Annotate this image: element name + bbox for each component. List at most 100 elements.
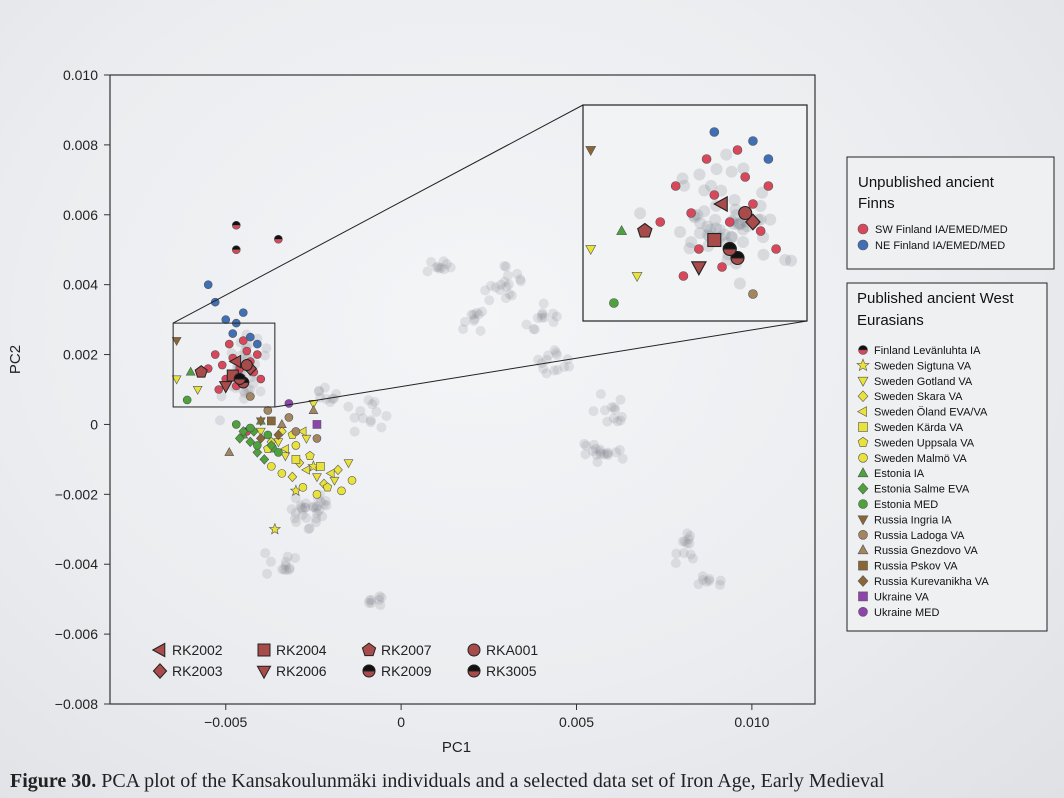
zoom-connector-bottom (274, 320, 808, 408)
inset-point-0-5 (717, 262, 727, 272)
legend-published-marker-3 (857, 390, 869, 403)
legend-published-marker-1 (856, 358, 870, 372)
inset-background-point (721, 253, 734, 266)
legend-published-marker-14 (858, 560, 868, 571)
rk-point-RK3005 (233, 373, 246, 386)
background-point (506, 290, 517, 301)
background-point (375, 600, 386, 611)
background-point (537, 309, 548, 320)
y-tick-label-8: −0.006 (55, 626, 98, 642)
legend-published-marker-12 (858, 529, 868, 540)
point-11-3 (259, 454, 270, 465)
point-14-4 (291, 427, 301, 436)
point-11-5 (266, 440, 277, 451)
legend-published-marker-11 (857, 515, 869, 526)
background-point (579, 438, 590, 449)
background-point (303, 524, 314, 535)
point-19-0 (284, 399, 294, 408)
legend-published-marker-9 (857, 482, 869, 495)
point-4-0 (171, 375, 182, 385)
background-point (682, 528, 693, 539)
background-point (426, 256, 437, 267)
point-13-0 (171, 337, 182, 347)
background-point (374, 594, 385, 605)
inset-rk-point-RK3005 (722, 241, 737, 257)
background-point (500, 261, 511, 272)
background-point (543, 350, 554, 361)
background-point (494, 285, 505, 296)
pca-plot: −0.005 0 0.005 0.010 0.010 0.008 0.006 0.004 0.0… (7, 67, 1055, 756)
background-point (564, 361, 575, 372)
inset-background-point (757, 248, 770, 261)
inset-point-0-3 (694, 244, 704, 254)
legend-published-marker-4 (856, 406, 867, 418)
point-11-4 (234, 433, 245, 444)
point-0-14 (214, 385, 224, 394)
background-point (297, 509, 308, 520)
legend-published-marker-10 (858, 499, 868, 509)
y-tick-label-5: 0 (90, 416, 98, 432)
inset-rk-point-RK2002 (713, 195, 728, 213)
background-point (291, 517, 302, 528)
legend-published-marker-15 (857, 575, 869, 587)
background-point (439, 264, 450, 275)
background-samples (214, 256, 726, 611)
rk-legend-marker-RK2004 (257, 643, 271, 657)
background-point (279, 564, 290, 575)
background-point (592, 457, 603, 468)
background-point (363, 597, 374, 608)
background-point (328, 393, 339, 404)
background-point (376, 592, 387, 603)
background-point (670, 558, 681, 569)
background-point (581, 440, 592, 451)
background-point (501, 281, 512, 292)
legend-unpublished-title-line-1: Unpublished ancient (858, 174, 995, 191)
background-point (504, 288, 515, 299)
background-point (301, 513, 312, 524)
background-point (325, 397, 336, 408)
background-point (259, 350, 270, 361)
inset-background-point (737, 162, 750, 175)
legend-published-label-0: Finland Levänluhta IA (874, 345, 981, 357)
background-point (683, 534, 694, 545)
background-point (616, 411, 627, 422)
point-2-1 (231, 245, 241, 255)
inset-point-0-6 (755, 226, 766, 236)
background-point (588, 439, 599, 450)
background-point (538, 298, 549, 309)
inset-point-1-6 (709, 127, 720, 137)
background-point (366, 598, 377, 609)
legend-published-marker-5 (858, 422, 868, 432)
inset-points (585, 127, 798, 308)
legend-published-label-8: Estonia IA (874, 468, 925, 480)
point-15-1 (308, 405, 319, 414)
rk-point-RK2002 (228, 354, 242, 369)
inset-background-point (710, 163, 723, 176)
point-4-8 (343, 459, 354, 469)
legend-published-label-13: Russia Gnezdovo VA (874, 545, 978, 557)
inset-point-14-3 (748, 289, 758, 299)
legend-unpublished-box (846, 156, 1055, 270)
background-point (515, 274, 526, 285)
legend-published: Published ancient West Eurasians Finland L… (846, 282, 1048, 632)
rk-legend-label-RK3005: RK3005 (486, 663, 537, 679)
background-point (438, 256, 449, 267)
plot-frame (109, 74, 816, 705)
background-point (369, 396, 380, 407)
background-point (490, 282, 501, 293)
background-point (687, 553, 698, 564)
background-point (551, 349, 562, 360)
background-point (595, 444, 606, 455)
background-point (313, 386, 324, 397)
inset-background-point (698, 205, 711, 218)
point-4-3 (280, 452, 291, 462)
background-point (615, 394, 626, 405)
background-point (536, 358, 547, 369)
point-0-8 (238, 336, 248, 345)
background-point (289, 513, 300, 524)
background-point (533, 354, 544, 365)
point-2-2 (274, 234, 283, 244)
x-tick-label-1: 0 (397, 714, 405, 730)
background-point (365, 415, 376, 426)
point-6-0 (279, 443, 289, 454)
